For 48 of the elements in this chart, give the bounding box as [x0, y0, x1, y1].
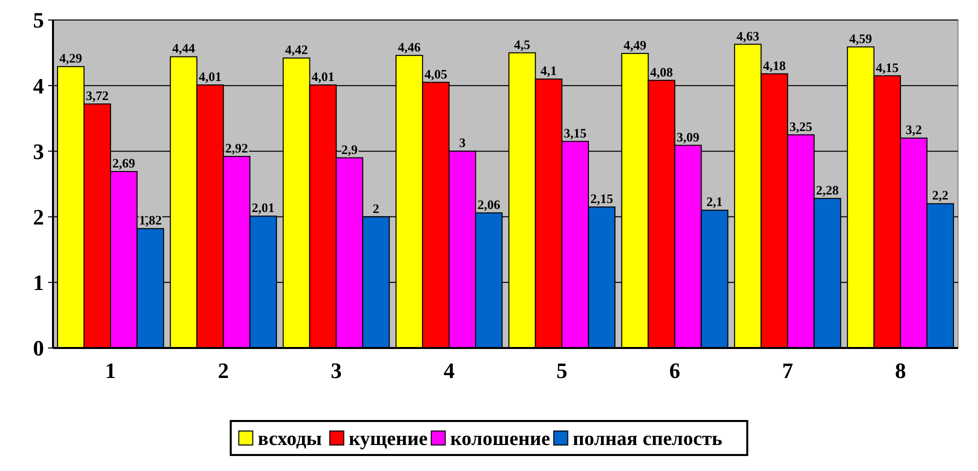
- y-tick-label: 4: [33, 73, 44, 98]
- data-label: 3,2: [906, 122, 922, 138]
- data-label: 3,15: [564, 125, 588, 140]
- data-label: 4,5: [514, 36, 531, 52]
- x-tick-label: 4: [444, 358, 455, 383]
- data-label: 4,1: [540, 63, 557, 78]
- legend-label: кущение: [348, 428, 428, 450]
- data-label: 3,09: [676, 129, 700, 144]
- data-label: 3: [459, 135, 466, 150]
- data-label: 4,18: [762, 58, 786, 73]
- data-label: 2,1: [706, 194, 723, 210]
- data-label: 4,42: [285, 42, 308, 58]
- x-tick-label: 2: [218, 358, 229, 383]
- data-label: 1,82: [138, 212, 162, 228]
- data-label: 3,25: [789, 118, 813, 134]
- legend-label: полная спелость: [572, 428, 723, 450]
- y-tick-label: 1: [33, 270, 44, 296]
- data-label: 4,15: [876, 60, 900, 75]
- y-tick-label: 2: [33, 204, 44, 230]
- data-label: 4,59: [849, 30, 873, 46]
- y-tick-label: 3: [33, 138, 44, 164]
- data-label: 4,08: [650, 64, 674, 80]
- x-tick-label: 8: [894, 358, 906, 383]
- y-tick-label: 0: [33, 336, 44, 361]
- data-label: 4,05: [424, 66, 448, 82]
- x-tick-label: 7: [782, 358, 794, 383]
- x-tick-label: 6: [669, 358, 680, 383]
- data-label: 2: [372, 200, 380, 216]
- data-label: 4,29: [59, 50, 83, 66]
- legend-label: колошение: [450, 428, 550, 450]
- data-label: 4,63: [736, 28, 760, 44]
- data-label: 4,49: [624, 37, 647, 52]
- data-label: 2,28: [816, 182, 840, 198]
- x-tick-label: 3: [330, 358, 342, 383]
- data-label: 3,72: [86, 88, 109, 103]
- data-label: 2,06: [477, 196, 501, 212]
- data-label: 4,01: [198, 68, 222, 84]
- x-tick-label: 1: [105, 358, 116, 383]
- data-label: 2,69: [112, 156, 136, 171]
- data-label: 2,2: [932, 188, 948, 203]
- x-tick-label: 5: [556, 358, 568, 383]
- data-label: 4,44: [172, 40, 196, 56]
- data-label: 2,01: [252, 200, 275, 216]
- data-label: 4,46: [398, 39, 422, 54]
- data-label: 4,01: [312, 68, 334, 84]
- data-label: 2,15: [590, 190, 614, 206]
- legend-label: всходы: [258, 428, 322, 450]
- y-tick-label: 5: [33, 8, 44, 33]
